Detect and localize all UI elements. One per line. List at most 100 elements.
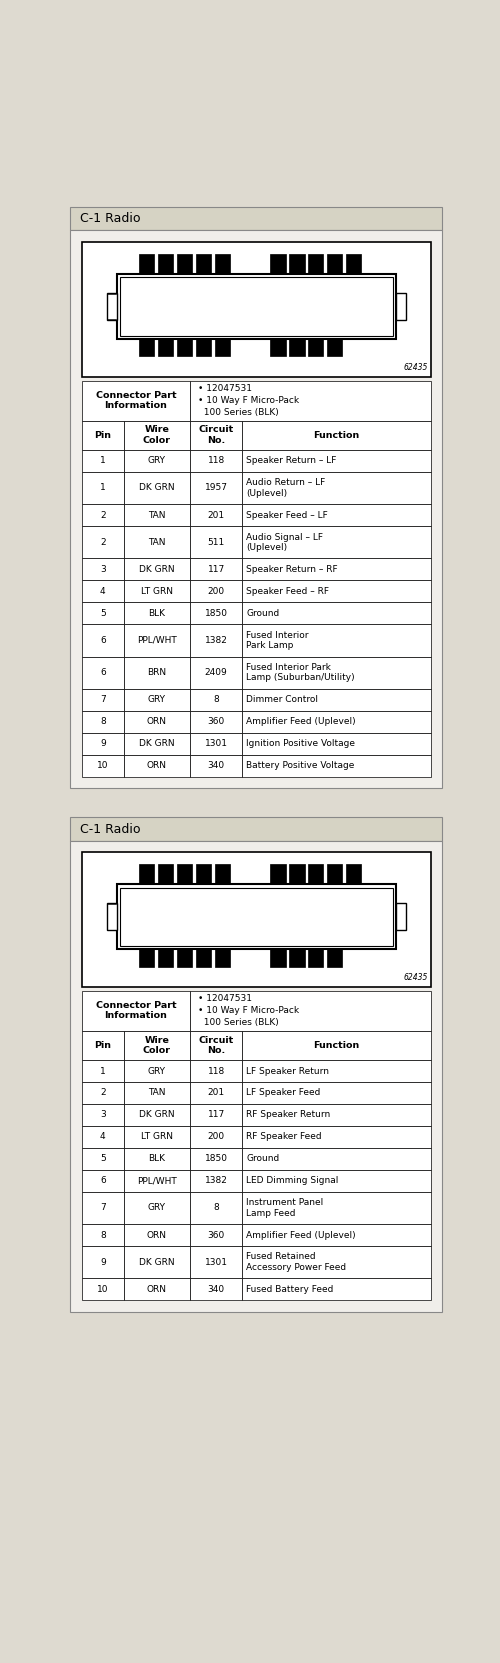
Bar: [106, 903, 117, 930]
Text: LT GRN: LT GRN: [141, 1133, 173, 1141]
Bar: [124, 504, 190, 526]
Bar: [242, 580, 430, 602]
Text: 8: 8: [100, 717, 105, 727]
Bar: [82, 624, 124, 657]
Bar: [242, 1169, 430, 1192]
Bar: [346, 254, 362, 274]
Bar: [396, 903, 406, 930]
Bar: [82, 472, 124, 504]
Text: Pin: Pin: [94, 431, 112, 439]
Text: RF Speaker Return: RF Speaker Return: [246, 1111, 330, 1119]
Bar: [124, 1192, 190, 1224]
Bar: [190, 381, 430, 421]
Bar: [139, 254, 154, 274]
Bar: [82, 1224, 124, 1246]
Bar: [190, 1169, 242, 1192]
Text: LF Speaker Return: LF Speaker Return: [246, 1066, 329, 1076]
Bar: [82, 1147, 124, 1169]
Bar: [82, 381, 190, 421]
Bar: [82, 1083, 124, 1104]
Text: Amplifier Feed (Uplevel): Amplifier Feed (Uplevel): [246, 717, 356, 727]
Text: • 12047531
• 10 Way F Micro-Pack
  100 Series (BLK): • 12047531 • 10 Way F Micro-Pack 100 Ser…: [198, 994, 299, 1028]
Text: Amplifier Feed (Uplevel): Amplifier Feed (Uplevel): [246, 1231, 356, 1239]
Text: ORN: ORN: [147, 762, 167, 770]
Bar: [242, 1031, 430, 1059]
Text: 1957: 1957: [204, 484, 228, 492]
Bar: [196, 865, 212, 885]
Text: BLK: BLK: [148, 609, 166, 617]
Text: LF Speaker Feed: LF Speaker Feed: [246, 1089, 320, 1098]
Bar: [158, 339, 174, 356]
Bar: [242, 688, 430, 710]
Bar: [215, 254, 230, 274]
Bar: [190, 504, 242, 526]
Text: GRY: GRY: [148, 1204, 166, 1212]
Bar: [190, 559, 242, 580]
Bar: [242, 1279, 430, 1300]
Bar: [215, 865, 230, 885]
Bar: [196, 950, 212, 966]
Text: PPL/WHT: PPL/WHT: [137, 635, 176, 645]
Bar: [82, 559, 124, 580]
Bar: [327, 950, 342, 966]
Bar: [242, 1147, 430, 1169]
Bar: [242, 602, 430, 624]
Text: Function: Function: [314, 1041, 360, 1049]
Bar: [124, 624, 190, 657]
Text: ORN: ORN: [147, 717, 167, 727]
Text: 201: 201: [208, 511, 224, 519]
Bar: [242, 1126, 430, 1147]
Bar: [190, 991, 430, 1031]
Bar: [82, 733, 124, 755]
Bar: [70, 840, 442, 1312]
Bar: [82, 1031, 124, 1059]
Text: DK GRN: DK GRN: [139, 484, 174, 492]
Bar: [190, 472, 242, 504]
Bar: [124, 1279, 190, 1300]
Bar: [124, 449, 190, 472]
Bar: [242, 1059, 430, 1083]
Bar: [124, 733, 190, 755]
Bar: [158, 865, 174, 885]
Text: 511: 511: [208, 537, 225, 547]
Bar: [270, 254, 285, 274]
Text: 360: 360: [208, 717, 225, 727]
Bar: [139, 950, 154, 966]
Text: 1382: 1382: [204, 1176, 228, 1186]
Bar: [190, 580, 242, 602]
Text: PPL/WHT: PPL/WHT: [137, 1176, 176, 1186]
Bar: [190, 1279, 242, 1300]
Bar: [106, 293, 117, 321]
Text: BRN: BRN: [148, 669, 167, 677]
Bar: [190, 657, 242, 688]
Text: Speaker Feed – RF: Speaker Feed – RF: [246, 587, 329, 595]
Bar: [190, 1147, 242, 1169]
Bar: [158, 254, 174, 274]
Bar: [139, 339, 154, 356]
Bar: [327, 254, 342, 274]
Text: 10: 10: [97, 762, 108, 770]
Text: Wire
Color: Wire Color: [143, 426, 171, 446]
Bar: [242, 559, 430, 580]
Text: C-1 Radio: C-1 Radio: [80, 213, 140, 225]
Text: 1301: 1301: [204, 740, 228, 748]
Bar: [190, 1104, 242, 1126]
Bar: [82, 1279, 124, 1300]
Text: GRY: GRY: [148, 1066, 166, 1076]
Bar: [289, 865, 304, 885]
Bar: [346, 865, 362, 885]
Text: GRY: GRY: [148, 456, 166, 466]
Bar: [124, 1169, 190, 1192]
Bar: [82, 580, 124, 602]
Bar: [289, 950, 304, 966]
Text: 7: 7: [100, 695, 105, 705]
Bar: [190, 755, 242, 777]
Bar: [327, 339, 342, 356]
Bar: [308, 339, 324, 356]
Text: 340: 340: [208, 762, 224, 770]
Bar: [308, 865, 324, 885]
Bar: [242, 624, 430, 657]
Text: • 12047531
• 10 Way F Micro-Pack
  100 Series (BLK): • 12047531 • 10 Way F Micro-Pack 100 Ser…: [198, 384, 299, 417]
Bar: [70, 208, 442, 231]
Text: 62435: 62435: [403, 363, 427, 373]
